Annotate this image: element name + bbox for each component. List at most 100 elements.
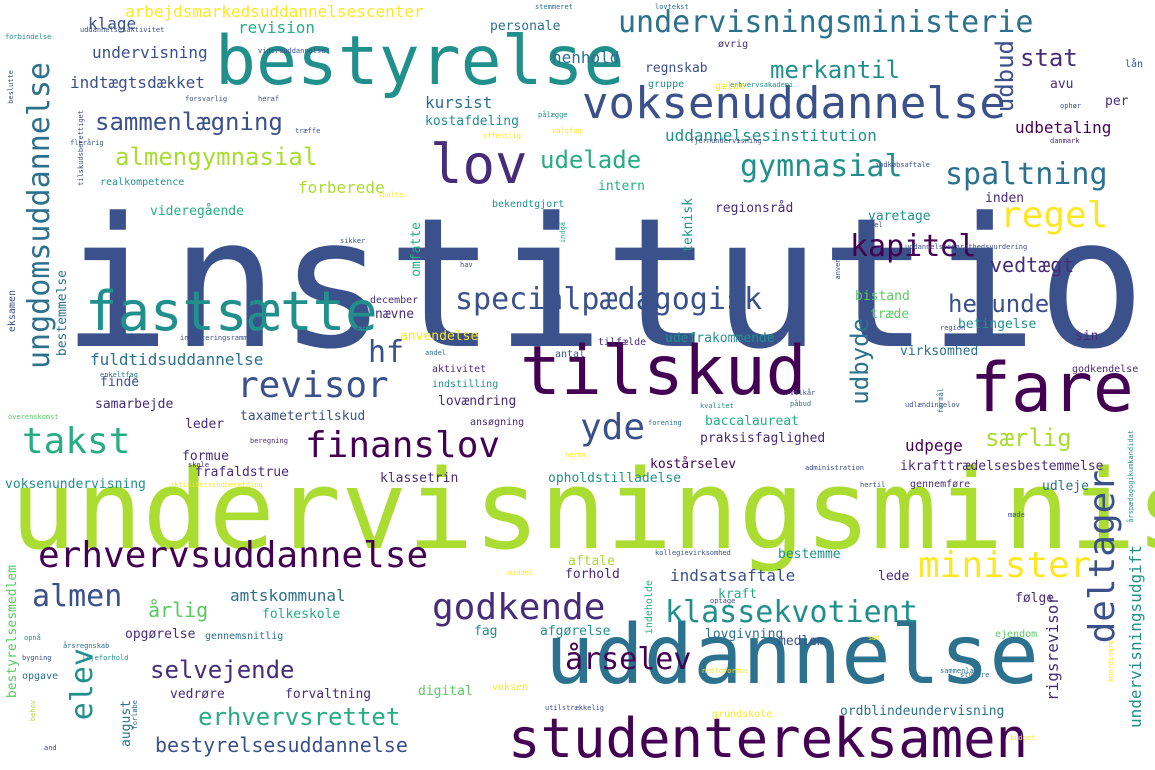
word-sammenlagt: sammenlagt xyxy=(940,667,983,675)
word-intern: intern xyxy=(598,179,645,194)
word-overenskomst: overenskomst xyxy=(8,413,59,421)
word-baccalaureat: baccalaureat xyxy=(705,414,799,429)
word-hertil: hertil xyxy=(860,481,886,489)
word-revision: revision xyxy=(238,18,316,37)
word-undervisningsminister: undervisningsminister xyxy=(10,446,1155,574)
word-kraft: kraft xyxy=(718,587,758,602)
word-budget: budget xyxy=(1010,734,1036,742)
word-stemmeret: stemmeret xyxy=(535,3,573,11)
word-minister: minister xyxy=(918,545,1092,586)
word-videregaende: videregående xyxy=(150,204,244,219)
word-videreuddannelse: videreuddannelse xyxy=(258,47,326,55)
word-danmark: danmark xyxy=(1050,137,1080,145)
word-omfatte: omfatte xyxy=(409,222,424,277)
word-fare: fare xyxy=(970,349,1134,428)
word-betingelse: betingelse xyxy=(958,317,1037,332)
word-indstilling: indstilling xyxy=(432,379,499,390)
word-kvalitet: kvalitet xyxy=(700,402,734,410)
word-fastsaette: fastsætte xyxy=(85,280,378,343)
word-forvaltning: forvaltning xyxy=(285,687,372,702)
word-tilskudsberegning: tilskudsberegning xyxy=(78,334,150,342)
word-studentereksamen: studentereksamen xyxy=(508,707,1029,770)
word-spalte: spalte xyxy=(378,191,404,199)
word-anvendelse: anvendelse xyxy=(400,329,479,344)
word-formue: formue xyxy=(182,449,229,464)
word-mode: møde xyxy=(1008,511,1025,519)
word-regel: regel xyxy=(1000,195,1109,236)
word-arselev: årselev xyxy=(565,642,692,677)
word-voksenundervisning: voksenundervisning xyxy=(5,477,146,492)
word-sikker: sikker xyxy=(340,237,366,245)
word-finde: finde xyxy=(100,375,140,390)
word-frafaldstrue: frafaldstrue xyxy=(195,465,289,480)
word-beslutte: beslutte xyxy=(7,70,15,104)
word-yde: yde xyxy=(580,407,646,448)
word-opholdstilladelse: opholdstilladelse xyxy=(548,471,682,486)
word-del: del xyxy=(870,221,883,229)
word-bygning: bygning xyxy=(22,654,52,662)
word-udbud: udbud xyxy=(991,40,1019,113)
word-udleje: udleje xyxy=(1042,479,1089,494)
word-forberede: forberede xyxy=(298,178,385,197)
word-bestyrelsesuddannelse: bestyrelsesuddannelse xyxy=(155,733,408,757)
word-klassekvotient: klassekvotient xyxy=(665,595,918,630)
word-bekendtgjort: bekendtgjort xyxy=(492,199,565,210)
word-herom: herom xyxy=(565,451,587,459)
word-ansoegning: ansøgning xyxy=(470,417,525,428)
word-forlobe: forløbe xyxy=(131,700,139,730)
word-vilkar: vilkår xyxy=(790,389,816,397)
word-realkompetence: realkompetence xyxy=(100,177,185,188)
word-arlig: årlig xyxy=(148,598,209,622)
word-medlem: medlem xyxy=(778,634,825,649)
word-traeffe: træffe xyxy=(295,127,321,135)
word-indtaegtsdaekket: indtægtsdækket xyxy=(70,73,205,92)
word-praksisfaglighed: praksisfaglighed xyxy=(700,431,826,446)
word-udlandingelov: udlændingelov xyxy=(905,401,960,409)
word-lede: lede xyxy=(878,569,910,584)
word-anvende: anvende xyxy=(834,250,842,280)
word-undervisningsudgift: undervisningsudgift xyxy=(1126,545,1145,729)
word-nettoformue: nettoformue xyxy=(702,667,749,675)
word-ophoer: ophør xyxy=(1060,102,1082,110)
word-uddannelsesparathedsvurdering: uddannelsesparathedsvurdering xyxy=(905,243,1028,251)
word-erhvervsrettet: erhvervsrettet xyxy=(198,703,401,731)
word-udbetaling: udbetaling xyxy=(1015,118,1112,137)
word-opgave: opgave xyxy=(22,671,59,682)
word-almen: almen xyxy=(32,579,123,614)
word-tilskudsberettiget: tilskudsberettiget xyxy=(77,110,85,186)
word-godkendelse: godkendelse xyxy=(1072,364,1139,375)
word-traede: træde xyxy=(870,307,910,322)
word-bistand: bistand xyxy=(855,289,910,304)
word-aktivitetsindberetning: aktivitetsindberetning xyxy=(170,481,263,489)
word-oevrig: øvrig xyxy=(718,39,749,50)
word-inden: inden xyxy=(985,191,1025,206)
word-bestyrelse: bestyrelse xyxy=(215,22,625,101)
word-uddannelse: uddannelse xyxy=(545,608,1039,703)
word-tilskud: tilskud xyxy=(520,332,807,411)
word-klage: klage xyxy=(88,14,137,33)
word-middel: middel xyxy=(508,569,534,577)
word-kostafdeling: kostafdeling xyxy=(425,114,519,129)
word-gennemfoere: gennemføre xyxy=(910,479,971,490)
word-deltager: deltager xyxy=(1082,470,1123,644)
word-klassetrin: klassetrin xyxy=(380,471,459,486)
word-lan: lån xyxy=(1125,59,1144,70)
word-sammenlaegning: sammenlægning xyxy=(95,108,283,136)
word-undervisning: undervisning xyxy=(92,43,208,62)
word-ib: ib xyxy=(355,321,368,332)
word-indkobsaftale: indkøbsaftale xyxy=(875,161,930,169)
word-henhold: henhold xyxy=(552,48,620,67)
word-vedtaegt: vedtægt xyxy=(990,253,1075,277)
word-heraf: heraf xyxy=(258,95,280,103)
word-ejendom: ejendom xyxy=(995,629,1038,640)
word-taxametertilskud: taxametertilskud xyxy=(240,409,366,424)
word-december: december xyxy=(370,295,419,306)
word-naevne: nævne xyxy=(375,307,415,322)
word-ungdomsuddannelse: ungdomsuddannelse xyxy=(22,62,57,370)
word-indeholde: indeholde xyxy=(644,580,655,635)
word-gennemsnitlig: gennemsnitlig xyxy=(205,631,284,642)
word-finanslov: finanslov xyxy=(305,425,501,466)
word-udbyde: udbyde xyxy=(846,318,874,405)
word-digital: digital xyxy=(418,684,473,699)
word-utilstraekkelig: utilstrækkelig xyxy=(545,704,605,712)
